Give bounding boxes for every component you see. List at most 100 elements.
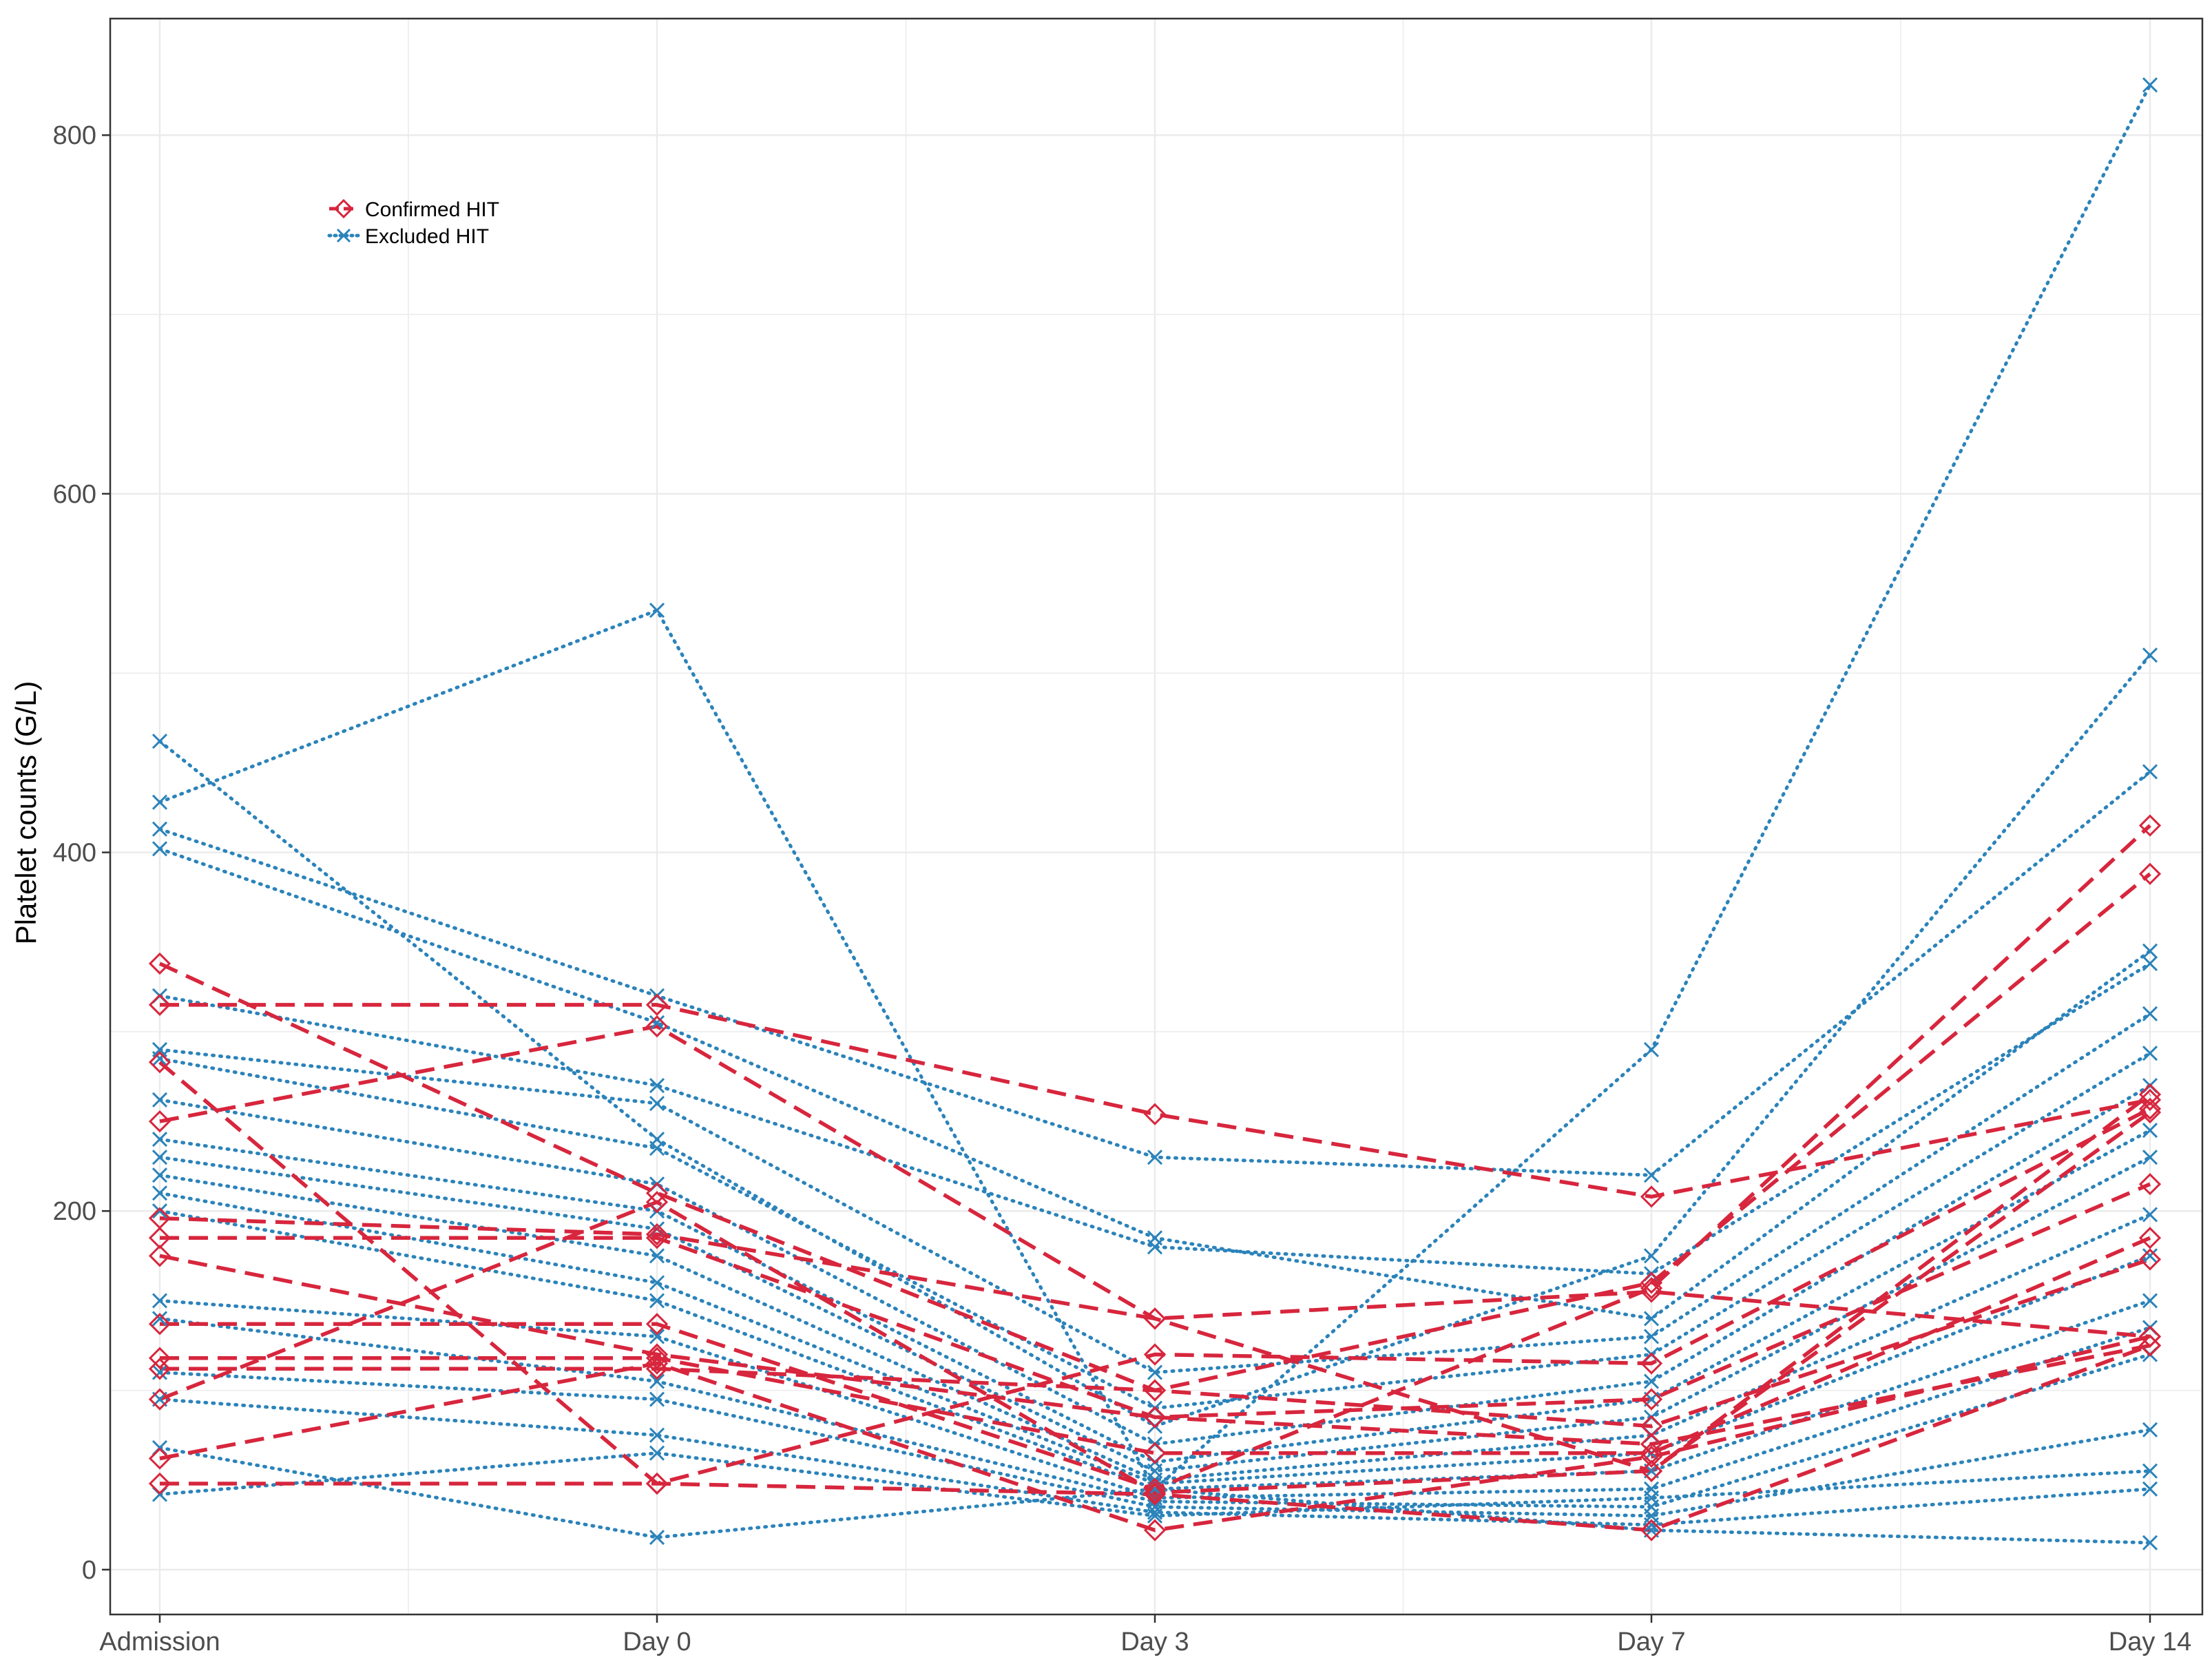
excluded-point	[1643, 1490, 1660, 1506]
excluded-point	[152, 841, 168, 857]
excluded-point	[649, 1329, 665, 1344]
excluded-point	[2142, 1006, 2158, 1021]
excluded-series-line	[158, 1012, 2152, 1374]
confirmed-point	[1143, 1483, 1167, 1506]
y-tick-label: 200	[53, 1197, 96, 1226]
confirmed-point	[148, 1347, 171, 1369]
legend-item-excluded: Excluded HIT	[327, 225, 489, 248]
confirmed-point	[2138, 1227, 2162, 1249]
excluded-point	[2142, 764, 2158, 780]
confirmed-point	[148, 1313, 171, 1336]
confirmed-point	[1143, 1343, 1167, 1366]
confirmed-point	[645, 1191, 669, 1214]
legend-cross-icon	[336, 228, 351, 243]
excluded-point	[2142, 1207, 2158, 1223]
excluded-point	[152, 1150, 168, 1165]
confirmed-point	[1640, 1352, 1663, 1375]
confirmed-point	[148, 1447, 171, 1470]
x-tick-label: Admission	[99, 1628, 220, 1656]
panel-border	[109, 17, 2204, 1616]
excluded-point	[152, 794, 168, 810]
excluded-series-line	[158, 83, 2152, 1491]
excluded-series-line	[158, 1316, 2152, 1509]
excluded-point	[649, 1141, 665, 1156]
excluded-point	[1643, 1041, 1660, 1058]
confirmed-point	[1640, 1280, 1663, 1303]
excluded-point	[2142, 1150, 2158, 1165]
confirmed-series-line	[160, 1182, 2151, 1420]
excluded-point	[2142, 943, 2158, 959]
confirmed-point	[1640, 1185, 1663, 1208]
excluded-point	[649, 1248, 665, 1264]
confirmed-point	[645, 1347, 669, 1369]
confirmed-point	[1143, 1103, 1167, 1125]
confirmed-point	[2138, 862, 2162, 885]
confirmed-point	[148, 952, 171, 975]
excluded-point	[152, 1092, 168, 1108]
panel-background	[110, 19, 2202, 1614]
confirmed-point	[1640, 1388, 1663, 1411]
confirmed-point	[2138, 1334, 2162, 1357]
confirmed-point	[645, 1343, 669, 1366]
legend-label-excluded: Excluded HIT	[365, 225, 489, 248]
confirmed-point	[148, 993, 171, 1016]
excluded-point	[1147, 1364, 1163, 1380]
confirmed-point	[148, 1245, 171, 1267]
y-tick-label: 800	[53, 121, 96, 150]
excluded-point	[1147, 1239, 1163, 1255]
confirmed-point	[1143, 1379, 1167, 1402]
excluded-point	[649, 1445, 665, 1461]
excluded-point	[1147, 1508, 1163, 1524]
excluded-point	[2142, 1535, 2158, 1550]
y-tick-label: 400	[53, 839, 96, 868]
confirmed-point	[2138, 1173, 2162, 1196]
confirmed-point	[1143, 1307, 1167, 1330]
excluded-point	[1147, 1150, 1163, 1165]
confirmed-point	[1640, 1271, 1663, 1294]
y-tick-label: 600	[53, 480, 96, 509]
legend-item-confirmed: Confirmed HIT	[329, 198, 499, 221]
excluded-point	[152, 821, 168, 837]
confirmed-point	[1143, 1481, 1167, 1504]
confirmed-point	[1640, 1433, 1663, 1455]
grid-lines	[110, 19, 2202, 1614]
series-markers	[148, 77, 2162, 1550]
y-tick-label: 0	[82, 1556, 96, 1585]
excluded-point	[649, 1373, 665, 1389]
x-tick-label: Day 14	[2109, 1628, 2191, 1656]
excluded-point	[1643, 1373, 1660, 1389]
excluded-point	[2142, 1248, 2158, 1264]
excluded-point	[2142, 1046, 2158, 1061]
excluded-point	[1643, 1167, 1660, 1183]
excluded-point	[152, 1293, 168, 1309]
y-axis-title: Platelet counts (G/L)	[10, 681, 42, 945]
confirmed-point	[2138, 1248, 2162, 1271]
legend-diamond-icon	[333, 198, 354, 219]
confirmed-point	[1143, 1477, 1167, 1500]
confirmed-point	[148, 1358, 171, 1380]
excluded-point	[649, 1077, 665, 1094]
confirmed-series-line	[159, 1216, 2151, 1339]
excluded-point	[2142, 955, 2158, 972]
excluded-point	[649, 1015, 665, 1030]
confirmed-series-line	[158, 1061, 2151, 1486]
confirmed-series-line	[160, 1236, 2151, 1455]
confirmed-point	[645, 1472, 669, 1495]
confirmed-point	[645, 1182, 669, 1205]
confirmed-point	[1640, 1277, 1663, 1300]
confirmed-point	[645, 1352, 669, 1375]
excluded-point	[152, 734, 168, 749]
confirmed-series-line	[159, 1334, 2151, 1533]
excluded-point	[649, 1275, 665, 1291]
excluded-point	[649, 1095, 665, 1112]
excluded-point	[1643, 1517, 1660, 1533]
x-tick-label: Day 0	[623, 1628, 691, 1656]
excluded-point	[2142, 1481, 2158, 1497]
excluded-point	[649, 603, 665, 619]
excluded-point	[2142, 77, 2158, 93]
excluded-point	[152, 1050, 168, 1067]
confirmed-point	[1143, 1442, 1167, 1464]
excluded-point	[152, 1311, 168, 1327]
excluded-point	[1643, 1311, 1660, 1327]
confirmed-series-line	[160, 1343, 2151, 1533]
